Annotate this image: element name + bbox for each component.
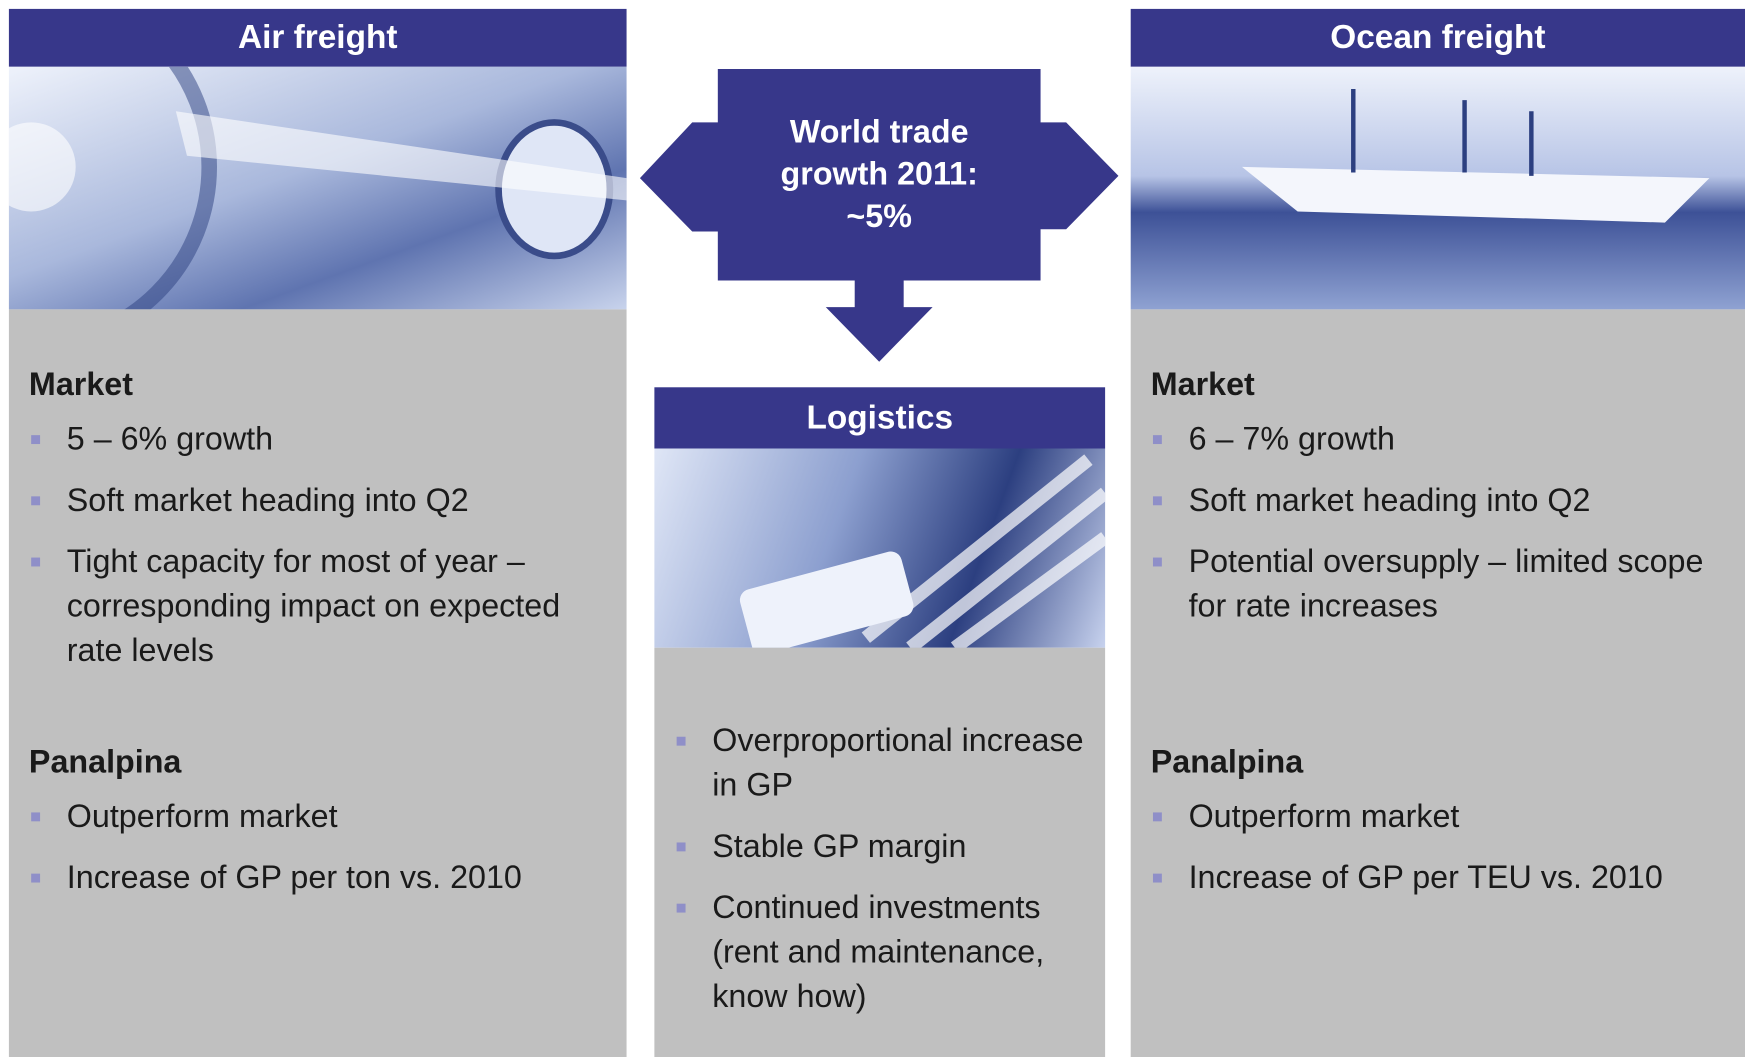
air-header: Air freight [8,8,627,67]
section-heading: Panalpina [28,744,182,781]
bullet: Stable GP margin [674,825,1102,870]
logistics-section: Overproportional increase in GP Stable GP… [674,719,1102,1036]
bullet: Continued investments (rent and maintena… [674,886,1102,1020]
logistics-photo [654,448,1106,648]
bullet: 5 – 6% growth [29,417,613,462]
arrow-shape [639,68,1119,362]
ocean-section: Panalpina Outperform market Increase of GP… [1151,745,1745,917]
bullet: Overproportional increase in GP [674,719,1102,808]
bullet-list: Outperform market Increase of GP per TEU … [1151,795,1745,901]
bullet: Soft market heading into Q2 [1151,479,1745,524]
ocean-header: Ocean freight [1130,8,1745,67]
bullet: Increase of GP per TEU vs. 2010 [1151,856,1745,901]
air-body [8,309,627,1057]
ocean-section: Market 6 – 7% growth Soft market heading i… [1151,367,1745,645]
bullet: Outperform market [29,795,613,840]
air-section: Panalpina Outperform market Increase of GP… [29,745,613,917]
air-photo [8,66,627,310]
bullet-list: Outperform market Increase of GP per ton … [29,795,613,901]
label-line: World trade [789,114,969,151]
ocean-body [1130,309,1745,1057]
ocean-photo-art [1241,89,1710,223]
air-section: Market 5 – 6% growth Soft market heading i… [29,367,613,690]
bullet: Tight capacity for most of year – corres… [29,540,613,674]
bullet: Increase of GP per ton vs. 2010 [29,856,613,901]
logistics-body [654,647,1106,1057]
bullet: Potential oversupply – limited scope for… [1151,540,1745,629]
logistics-photo-art [739,454,1106,648]
section-heading: Panalpina [1150,744,1304,781]
bullet: 6 – 7% growth [1151,417,1745,462]
air-photo-art [8,66,627,310]
section-heading: Market [28,367,133,403]
bullet-list: 5 – 6% growth Soft market heading into Q2… [29,417,613,673]
label-line: ~5% [846,199,912,235]
section-heading: Market [1150,367,1255,403]
logistics-header: Logistics [654,387,1106,449]
bullet-list: 6 – 7% growth Soft market heading into Q2… [1151,417,1745,628]
ocean-photo [1130,66,1745,310]
center-label: World trade growth 2011: ~5% [718,111,1041,238]
label-line: growth 2011: [780,156,978,193]
bullet: Soft market heading into Q2 [29,479,613,524]
bullet: Outperform market [1151,795,1745,840]
bullet-list: Overproportional increase in GP Stable GP… [674,719,1102,1019]
